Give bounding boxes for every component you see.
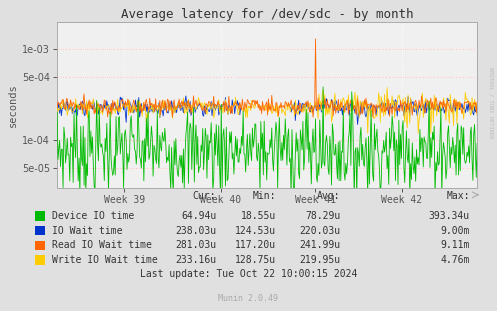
Text: 233.16u: 233.16u — [175, 255, 216, 265]
Text: 117.20u: 117.20u — [235, 240, 276, 250]
Text: Min:: Min: — [252, 191, 276, 201]
Text: 219.95u: 219.95u — [299, 255, 340, 265]
Text: 393.34u: 393.34u — [428, 211, 470, 221]
Text: 9.11m: 9.11m — [440, 240, 470, 250]
Text: 128.75u: 128.75u — [235, 255, 276, 265]
Text: Avg:: Avg: — [317, 191, 340, 201]
Text: Last update: Tue Oct 22 10:00:15 2024: Last update: Tue Oct 22 10:00:15 2024 — [140, 269, 357, 279]
Text: Read IO Wait time: Read IO Wait time — [52, 240, 152, 250]
Text: 281.03u: 281.03u — [175, 240, 216, 250]
Text: 241.99u: 241.99u — [299, 240, 340, 250]
Text: 9.00m: 9.00m — [440, 226, 470, 236]
Text: RRDTOOL / TOBI OETIKER: RRDTOOL / TOBI OETIKER — [488, 67, 493, 138]
Text: Write IO Wait time: Write IO Wait time — [52, 255, 158, 265]
Text: Device IO time: Device IO time — [52, 211, 134, 221]
Y-axis label: seconds: seconds — [8, 83, 18, 127]
Text: 18.55u: 18.55u — [241, 211, 276, 221]
Text: Max:: Max: — [446, 191, 470, 201]
Text: 220.03u: 220.03u — [299, 226, 340, 236]
Text: Cur:: Cur: — [193, 191, 216, 201]
Text: IO Wait time: IO Wait time — [52, 226, 123, 236]
Text: 64.94u: 64.94u — [181, 211, 216, 221]
Text: 124.53u: 124.53u — [235, 226, 276, 236]
Text: 4.76m: 4.76m — [440, 255, 470, 265]
Text: 78.29u: 78.29u — [305, 211, 340, 221]
Title: Average latency for /dev/sdc - by month: Average latency for /dev/sdc - by month — [121, 7, 414, 21]
Text: 238.03u: 238.03u — [175, 226, 216, 236]
Text: Munin 2.0.49: Munin 2.0.49 — [219, 294, 278, 303]
